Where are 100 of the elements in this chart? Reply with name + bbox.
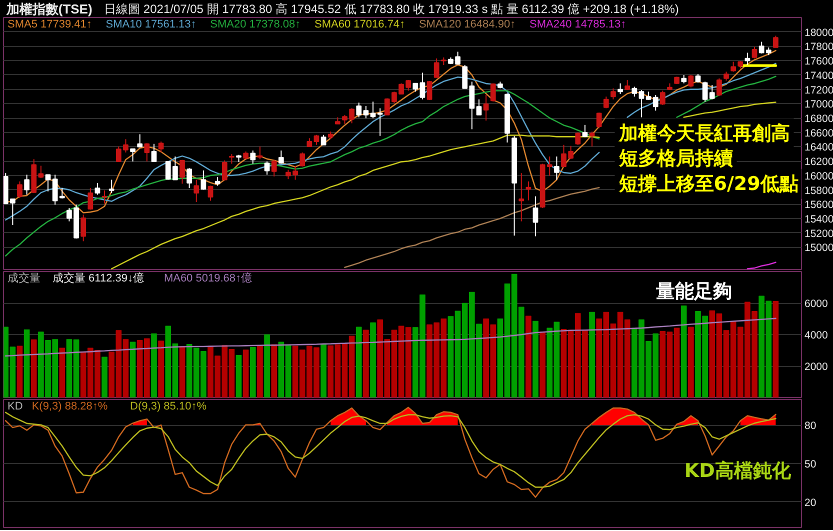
bar — [236, 354, 242, 398]
y-tick-label: 16600 — [804, 127, 833, 140]
candlestick — [80, 214, 86, 242]
y-tick-label: 50 — [804, 458, 816, 470]
text: SMA120 16484.90↑ — [418, 18, 516, 30]
bar — [264, 334, 270, 398]
bar — [589, 312, 595, 398]
text: SMA20 17378.08↑ — [210, 18, 301, 30]
candlestick — [151, 143, 157, 162]
bar — [532, 320, 538, 398]
y-tick-label: 17200 — [804, 84, 833, 96]
annotation: 短多格局持續 — [618, 148, 733, 170]
candlestick — [314, 134, 320, 146]
y-tick-label: 17600 — [804, 56, 833, 68]
y-tick-label: 16800 — [804, 113, 833, 126]
candlestick — [426, 80, 432, 100]
candlestick — [377, 108, 383, 136]
y-tick-label: 15800 — [804, 184, 833, 197]
candlestick — [532, 196, 538, 237]
y-tick-label: 4000 — [804, 330, 828, 342]
annotation: 加權今天長紅再創高 — [618, 122, 790, 144]
chart-title: 成交量 — [8, 272, 40, 284]
bar — [242, 350, 249, 398]
bar — [680, 306, 687, 398]
candlestick — [271, 159, 277, 177]
annotation: KD高檔鈍化 — [684, 460, 792, 482]
series-label: D(9,3) 85.10↑% — [130, 400, 207, 412]
y-tick-label: 15000 — [804, 242, 833, 254]
candlestick — [752, 46, 758, 59]
y-tick-label: 17000 — [804, 98, 833, 111]
candlestick — [660, 90, 666, 106]
line-series — [746, 262, 776, 270]
bar — [320, 344, 326, 398]
candlestick — [194, 179, 200, 203]
bar — [102, 356, 108, 398]
chart-subtitle: 日線圖 2021/07/05 開 17783.80 高 17945.52 低 17783.80 收 17919.33 s 點 量 6112.39 億 +209.18 (+1.18%) — [104, 2, 679, 16]
candlestick — [320, 134, 326, 146]
candlestick — [744, 52, 750, 66]
candlestick — [476, 98, 482, 116]
annotation: 短撐上移至6/29低點 — [618, 172, 798, 195]
candlestick — [589, 131, 595, 148]
candlestick — [554, 156, 560, 180]
y-tick-label: 16200 — [804, 156, 833, 168]
bar — [356, 326, 362, 398]
bar — [363, 330, 369, 398]
candlestick — [370, 101, 376, 119]
candlestick — [730, 61, 736, 72]
y-tick-label: 17800 — [804, 41, 833, 54]
candlestick — [716, 78, 722, 96]
text: SMA10 17561.13↑ — [106, 18, 196, 30]
candlestick — [582, 124, 588, 138]
chart-title: 加權指數(TSE) — [5, 2, 92, 16]
candlestick — [300, 152, 306, 167]
y-tick-label: 18000 — [804, 26, 833, 39]
chart-title: KD — [8, 400, 23, 412]
annotation: 量能足夠 — [654, 280, 732, 303]
bar — [179, 346, 186, 398]
bar — [250, 346, 256, 398]
bar — [370, 322, 376, 398]
text: SMA240 14785.13↑ — [530, 18, 626, 30]
bar — [130, 342, 136, 398]
line-series — [4, 318, 776, 357]
candlestick — [632, 86, 638, 98]
bar — [16, 346, 23, 398]
text: SMA60 17016.74↑ — [314, 18, 406, 30]
candlestick — [208, 185, 214, 202]
chart-subtitle: 成交量 6112.39↓億 — [52, 272, 144, 284]
bar — [271, 344, 278, 398]
candlestick — [278, 150, 284, 164]
candlestick — [130, 148, 136, 162]
y-tick-label: 16400 — [804, 142, 833, 154]
y-tick-label: 15200 — [804, 228, 833, 240]
candlestick — [610, 88, 616, 100]
bar — [257, 346, 263, 398]
candlestick — [200, 170, 206, 190]
y-tick-label: 20 — [804, 496, 816, 509]
candlestick — [483, 94, 489, 122]
candlestick — [773, 35, 778, 48]
bar — [59, 348, 66, 398]
candlestick — [102, 190, 108, 204]
candlestick — [222, 160, 228, 181]
y-tick-label: 80 — [804, 420, 816, 432]
candlestick — [144, 142, 150, 162]
candlestick — [88, 188, 94, 210]
bar — [688, 326, 694, 398]
candlestick — [45, 174, 51, 192]
candlestick — [17, 180, 22, 198]
candlestick — [137, 134, 143, 148]
bar — [151, 333, 157, 398]
y-tick-label: 17400 — [804, 70, 833, 82]
series-label: K(9,3) 88.28↑% — [32, 400, 108, 412]
bar — [540, 332, 546, 398]
bar — [772, 300, 779, 398]
candlestick — [618, 82, 623, 94]
y-tick-label: 15400 — [804, 214, 833, 226]
candlestick — [652, 94, 658, 112]
bar — [158, 340, 164, 398]
bar — [30, 339, 37, 398]
candlestick — [596, 112, 602, 129]
y-tick-label: 16000 — [804, 170, 833, 182]
